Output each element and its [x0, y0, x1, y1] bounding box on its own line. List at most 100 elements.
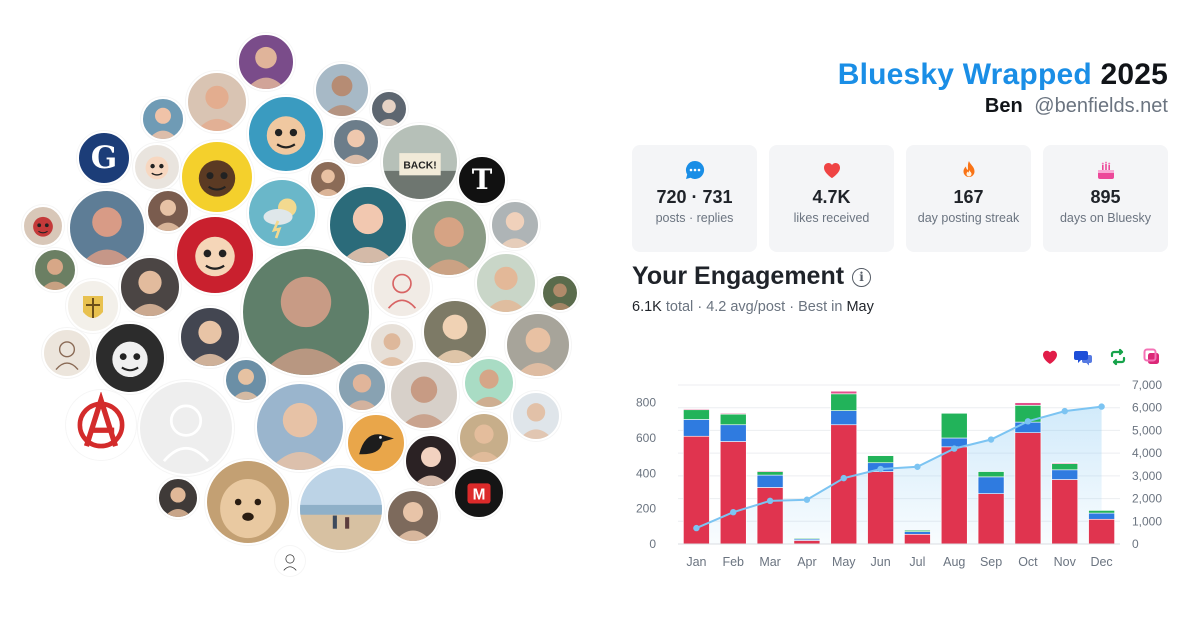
- avatar[interactable]: [309, 160, 347, 198]
- bar-segment: [867, 471, 894, 545]
- cake-icon: [1043, 159, 1168, 181]
- avatar[interactable]: [332, 118, 380, 166]
- avatar[interactable]: [224, 358, 268, 402]
- bar-segment: [1051, 479, 1079, 545]
- stat-card-posts: 720 · 731 posts · replies: [632, 145, 757, 252]
- quote-icon[interactable]: [1142, 347, 1162, 367]
- bar-segment: [904, 529, 931, 532]
- avatar[interactable]: [505, 312, 571, 378]
- bar-segment: [1051, 462, 1079, 464]
- info-icon[interactable]: i: [852, 268, 871, 287]
- stat-label: likes received: [793, 211, 870, 225]
- avatar[interactable]: [463, 357, 515, 409]
- avatar[interactable]: [511, 391, 561, 441]
- bar-segment: [1088, 510, 1115, 514]
- avatar[interactable]: [237, 33, 295, 91]
- y-right-tick-label: 1,000: [1132, 514, 1162, 528]
- stat-value: 167: [953, 187, 984, 207]
- avatar[interactable]: [33, 248, 77, 292]
- user-name: Ben: [984, 95, 1023, 117]
- avatar[interactable]: [175, 215, 255, 295]
- avatar[interactable]: [314, 62, 370, 118]
- avatar[interactable]: [66, 390, 136, 460]
- bar-segment: [1014, 402, 1042, 406]
- avatar[interactable]: [255, 382, 345, 472]
- avatar[interactable]: [42, 328, 92, 378]
- avatar[interactable]: [389, 360, 459, 430]
- bar-segment: [1088, 512, 1115, 520]
- bar-segment: [793, 540, 821, 545]
- bar-segment: [1051, 469, 1079, 480]
- avatar[interactable]: BACK!: [381, 123, 459, 201]
- avatar[interactable]: [186, 71, 248, 133]
- engagement-summary: 6.1K total · 4.2 avg/post · Best in May: [632, 299, 874, 315]
- heart-icon[interactable]: [1040, 347, 1060, 367]
- bar-segment: [830, 393, 858, 411]
- avatar[interactable]: [346, 413, 406, 473]
- svg-text:T: T: [472, 163, 493, 196]
- y-left-tick-label: 400: [636, 466, 656, 480]
- engagement-total-word: total: [665, 299, 694, 315]
- avatar[interactable]: [119, 256, 181, 318]
- x-tick-label: Sep: [980, 555, 1002, 569]
- avatar[interactable]: [475, 252, 537, 314]
- avatar[interactable]: [180, 140, 254, 214]
- y-left-tick-label: 800: [636, 396, 656, 410]
- avatar[interactable]: [133, 143, 181, 191]
- avatar[interactable]: [247, 95, 325, 173]
- bar-segment: [756, 487, 784, 545]
- engagement-avg: 4.2 avg/post: [706, 299, 786, 315]
- avatar[interactable]: [146, 189, 190, 233]
- avatar[interactable]: G: [77, 131, 131, 185]
- avatar[interactable]: [410, 199, 488, 277]
- bar-segment: [1051, 463, 1079, 471]
- avatar[interactable]: [241, 247, 371, 377]
- avatar[interactable]: [247, 178, 317, 248]
- avatar[interactable]: [179, 306, 241, 368]
- avatar[interactable]: T: [457, 155, 507, 205]
- engagement-chart: 0 1,000 2,000 3,000 4,000 5,000 6,000 7,000 0 200…: [636, 378, 1162, 569]
- avatar[interactable]: [369, 322, 415, 368]
- avatar[interactable]: [141, 97, 185, 141]
- avatar[interactable]: [541, 274, 579, 312]
- avatar[interactable]: M: [453, 467, 505, 519]
- cumulative-point: [730, 509, 737, 516]
- cumulative-point: [951, 445, 958, 452]
- avatar[interactable]: [22, 205, 64, 247]
- bar-segment: [940, 446, 968, 545]
- avatar[interactable]: [370, 90, 408, 128]
- avatar[interactable]: [138, 380, 234, 476]
- avatar[interactable]: [94, 322, 166, 394]
- avatar[interactable]: [337, 362, 387, 412]
- cumulative-point: [987, 436, 995, 443]
- reply-icon[interactable]: [1073, 347, 1093, 367]
- cumulative-line: [696, 405, 1102, 530]
- chat-bubble-icon: [632, 159, 757, 181]
- avatar[interactable]: [205, 459, 291, 545]
- avatar[interactable]: [422, 299, 488, 365]
- avatar[interactable]: [66, 279, 120, 333]
- avatar[interactable]: [404, 434, 458, 488]
- avatar[interactable]: [490, 200, 540, 250]
- svg-text:M: M: [473, 487, 486, 504]
- avatar[interactable]: [458, 412, 510, 464]
- brand-title: Bluesky Wrapped: [837, 58, 1092, 91]
- bar-segment: [793, 537, 821, 540]
- bar-segment: [719, 424, 747, 442]
- avatar[interactable]: [275, 546, 305, 576]
- bar-segment: [719, 412, 747, 415]
- avatar[interactable]: [68, 189, 146, 267]
- repost-icon[interactable]: [1108, 347, 1128, 367]
- stat-card-streak: 167 day posting streak: [906, 145, 1031, 252]
- cumulative-point: [766, 497, 774, 505]
- bar-segment: [756, 470, 784, 472]
- cumulative-point: [840, 474, 847, 482]
- avatar[interactable]: [386, 489, 440, 543]
- avatar[interactable]: [372, 258, 432, 318]
- avatar[interactable]: [157, 477, 199, 519]
- y-right-tick-label: 3,000: [1132, 469, 1162, 483]
- avatar[interactable]: [328, 185, 408, 265]
- bar-segment: [719, 413, 747, 426]
- y-right-tick-label: 4,000: [1132, 446, 1162, 460]
- avatar[interactable]: [298, 466, 384, 552]
